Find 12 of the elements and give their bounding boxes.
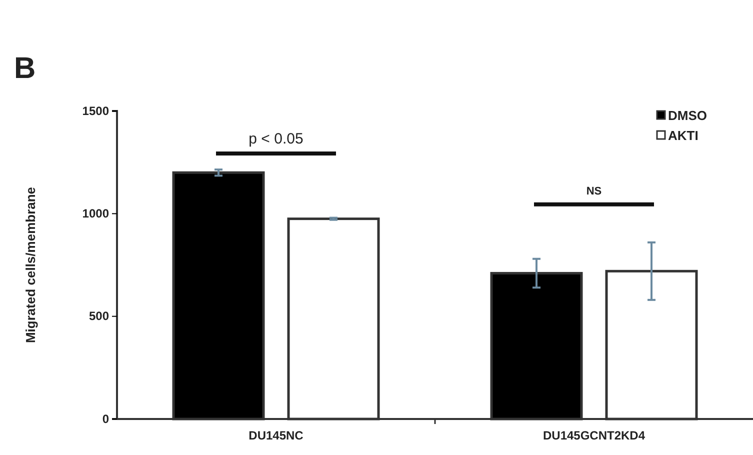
y-tick-label: 500 bbox=[88, 309, 110, 324]
annotation: NS bbox=[586, 185, 602, 198]
legend-label: AKTI bbox=[668, 128, 698, 143]
y-tick-label: 1500 bbox=[82, 104, 110, 118]
y-tick-label: 0 bbox=[102, 412, 110, 426]
y-axis-title: Migrated cells/membrane bbox=[23, 186, 38, 344]
legend-label: DMSO bbox=[668, 108, 707, 123]
x-tick-label: DU145GCNT2KD4 bbox=[542, 428, 646, 443]
annotation: p < 0.05 bbox=[248, 130, 304, 148]
text: B bbox=[14, 52, 36, 85]
y-tick-label: 1000 bbox=[82, 206, 110, 221]
x-tick-label: DU145NC bbox=[248, 428, 304, 443]
